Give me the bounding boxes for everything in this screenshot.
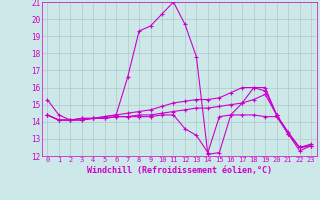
X-axis label: Windchill (Refroidissement éolien,°C): Windchill (Refroidissement éolien,°C)	[87, 166, 272, 175]
